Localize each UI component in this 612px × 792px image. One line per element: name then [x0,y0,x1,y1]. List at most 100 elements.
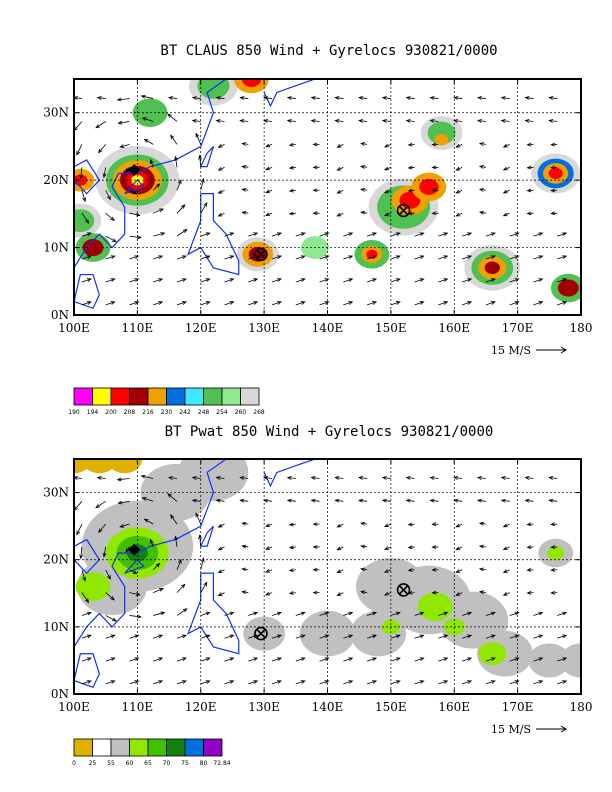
wind-vector [176,608,188,616]
wind-vector-head [79,174,84,180]
wind-vector-head [324,680,330,684]
wind-vector-head [181,680,187,684]
wind-vector-head [215,119,221,123]
wind-vector [390,634,401,639]
wind-vector-head [191,96,197,100]
wind-vector-head [336,212,342,217]
wind-vector-head [102,173,107,179]
x-tick-label: 140E [312,700,344,714]
wind-vector-head [431,142,437,147]
wind-vector-head [217,212,223,217]
wind-vector-head [76,150,81,156]
wind-vector-head [167,493,172,498]
wind-vector-head [455,569,461,573]
wind-vector-head [112,617,117,622]
wind-vector [80,167,83,179]
wind-vector [152,183,160,191]
gridlines [74,79,581,315]
wind-vector-head [158,657,164,662]
wind-vector-head [467,255,473,259]
wind-vector-head [443,255,449,259]
wind-vector [509,255,519,260]
wind-vector [319,680,329,685]
wind-vector-head [443,634,449,639]
wind-vector-head [110,301,116,305]
wind-vector [359,477,368,479]
wind-vector-head [395,611,401,616]
wind-vector-head [110,634,116,639]
gyre-circle [396,203,411,218]
wind-vector [265,569,273,573]
wind-vector [129,255,139,260]
wind-vector-head [478,567,484,572]
wind-vector-head [419,680,425,684]
wind-vector-head [500,119,506,123]
wind-vector [81,278,92,283]
wind-vector-head [395,255,401,259]
wind-vector [414,657,424,662]
colorbar: 190 194 200 208 216 230 242 248 254 260 268 [68,387,265,416]
wind-vector-head [229,680,235,684]
wind-vector [271,278,282,283]
x-tick-label: 120E [185,700,217,714]
x-tick-label: 130E [248,700,280,714]
wind-vector [105,657,115,662]
wind-vector [150,539,154,548]
wind-vector [176,255,187,260]
wind-vector-head [288,568,294,573]
wind-vector-head [217,523,223,528]
wind-vector [142,117,154,122]
wind-vector [438,255,448,260]
wind-vector [153,301,163,306]
wind-vector-head [265,591,271,596]
wind-vector-head [167,475,173,480]
field-contour [434,133,449,146]
vector-reference: 15 M/S [491,344,567,357]
wind-vector [224,232,234,237]
wind-vector-head [476,119,482,123]
field-contour [248,246,267,262]
field-blobs [74,459,581,678]
wind-vector [462,278,472,283]
coastline [74,653,100,689]
wind-vector [152,563,160,571]
vector-reference-label: 15 M/S [491,723,531,736]
wind-vector-head [203,581,208,587]
wind-vector-head [116,97,122,102]
wind-vector [456,212,463,217]
field-contour [74,209,95,233]
colorbar-label: 75 [181,760,189,767]
wind-vector-head [159,588,164,592]
wind-vector [176,680,187,685]
wind-vector-head [383,523,389,528]
wind-vector [218,212,225,217]
y-tick-label: 30N [43,486,69,500]
wind-vector [192,120,201,122]
wind-vector-head [381,119,387,123]
wind-vector [200,657,210,662]
wind-vector-head [360,210,366,215]
coastline [200,525,214,547]
wind-vector-head [548,96,554,100]
wind-vector [462,301,472,306]
wind-vector-head [455,546,461,551]
wind-vector-head [181,278,187,282]
wind-vector [248,232,258,237]
wind-vector [509,657,519,662]
wind-vector-head [288,211,294,216]
wind-vector-head [288,142,294,147]
coastline [263,459,316,488]
wind-vector-head [116,477,122,482]
wind-vector-head [265,166,271,171]
wind-vector [105,569,111,580]
wind-vector-head [407,568,413,572]
wind-vector-head [106,195,111,201]
wind-vector [335,499,344,502]
wind-vector-head [358,475,364,480]
field-contour [427,121,456,145]
colorbar-label: 230 [161,409,173,416]
wind-vector [335,477,344,479]
wind-vector [81,634,92,639]
wind-vector [129,680,139,685]
wind-vector-head [453,475,459,480]
